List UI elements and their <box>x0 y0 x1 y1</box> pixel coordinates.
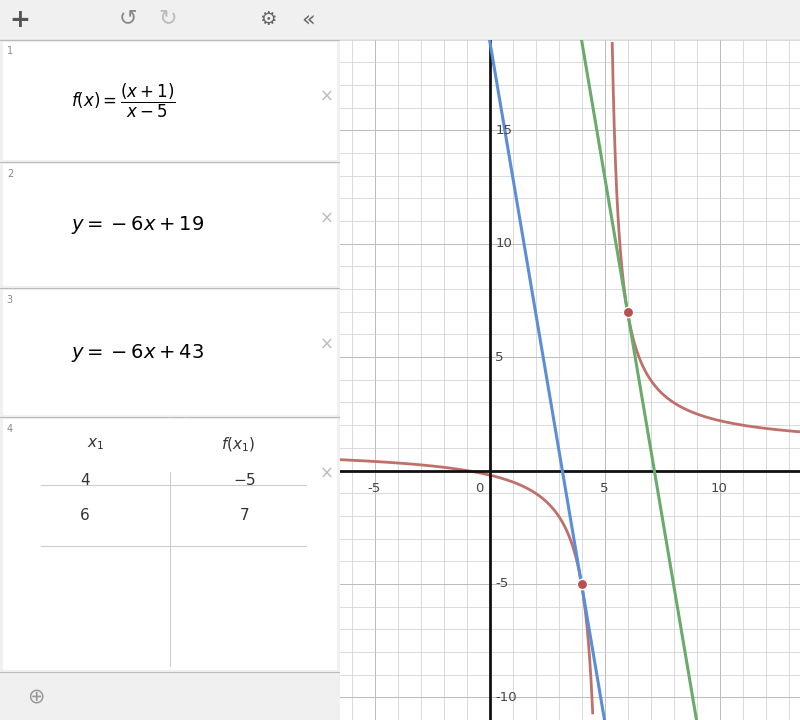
Text: -5: -5 <box>495 577 509 590</box>
Text: 3: 3 <box>6 294 13 305</box>
Text: 10: 10 <box>711 482 728 495</box>
Text: ×: × <box>319 87 334 105</box>
Text: 2: 2 <box>6 169 13 179</box>
Text: 15: 15 <box>495 124 512 137</box>
Text: ×: × <box>319 336 334 354</box>
Text: ↺: ↺ <box>118 8 138 28</box>
Text: ⚙: ⚙ <box>259 10 277 30</box>
Text: ×: × <box>319 465 334 483</box>
Text: -5: -5 <box>368 482 381 495</box>
Text: 0: 0 <box>475 482 484 495</box>
FancyBboxPatch shape <box>3 290 337 415</box>
Text: $f(x_1)$: $f(x_1)$ <box>221 435 255 454</box>
Text: «: « <box>301 10 315 30</box>
Text: 6: 6 <box>80 508 90 523</box>
Text: +: + <box>10 8 30 32</box>
Text: 10: 10 <box>495 237 512 251</box>
FancyBboxPatch shape <box>3 419 337 670</box>
Text: $y=-6x+43$: $y=-6x+43$ <box>71 341 205 364</box>
Text: $-5$: $-5$ <box>234 472 256 488</box>
Text: $f(x)=\dfrac{(x+1)}{x-5}$: $f(x)=\dfrac{(x+1)}{x-5}$ <box>71 82 176 120</box>
Text: ↻: ↻ <box>158 8 178 28</box>
Text: 7: 7 <box>240 508 250 523</box>
Point <box>575 578 588 590</box>
Point <box>621 306 634 318</box>
Text: -10: -10 <box>495 690 517 704</box>
Text: ×: × <box>319 210 334 228</box>
Text: 4: 4 <box>80 472 90 487</box>
Text: 5: 5 <box>495 351 504 364</box>
Text: $x_1$: $x_1$ <box>86 436 104 452</box>
Text: 5: 5 <box>600 482 609 495</box>
FancyBboxPatch shape <box>3 164 337 286</box>
Text: 4: 4 <box>6 424 13 434</box>
Text: ⊕: ⊕ <box>27 686 45 706</box>
Text: $y=-6x+19$: $y=-6x+19$ <box>71 214 205 236</box>
FancyBboxPatch shape <box>3 42 337 160</box>
Text: 1: 1 <box>6 46 13 56</box>
